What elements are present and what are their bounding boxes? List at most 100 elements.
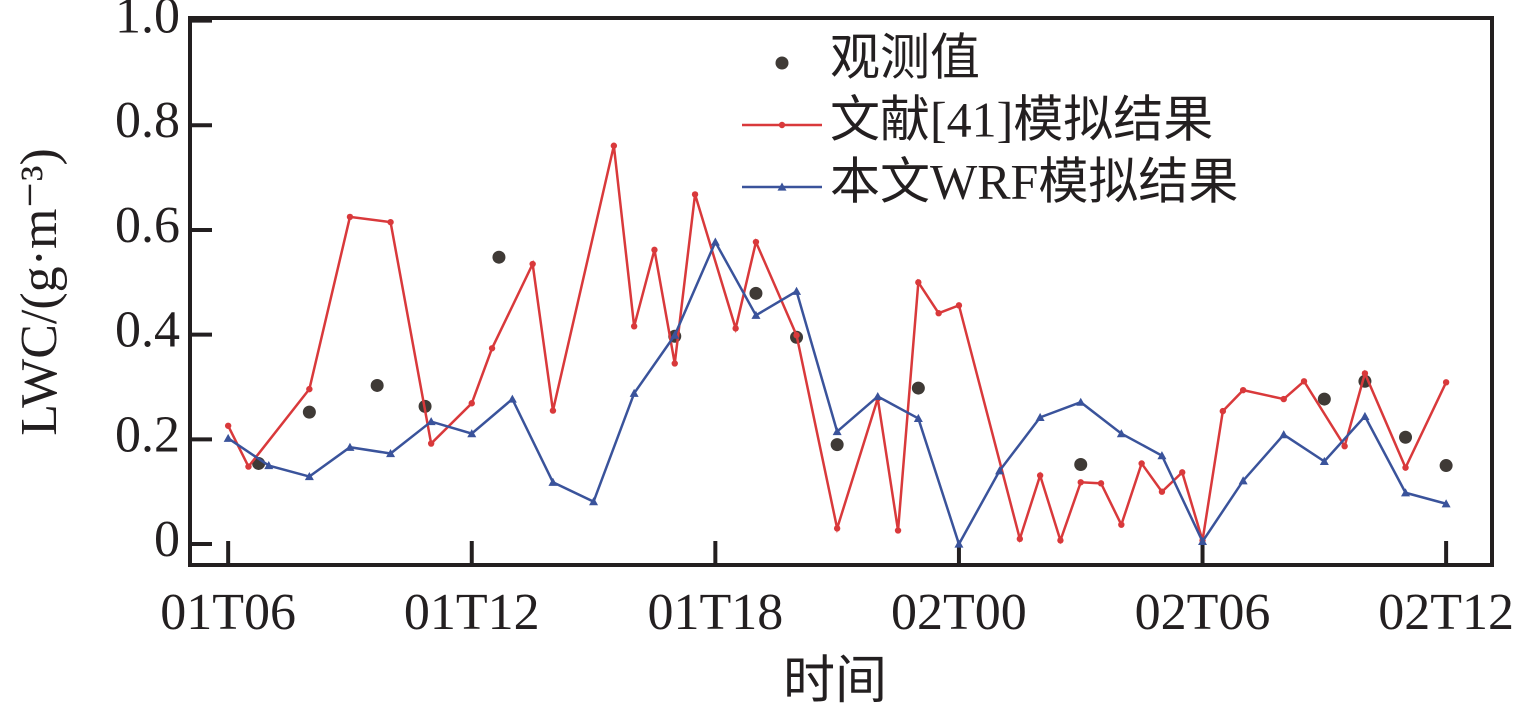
y-tick-label: 0.2 (115, 406, 180, 463)
marker (630, 323, 638, 330)
marker (1077, 479, 1084, 486)
marker (548, 477, 558, 486)
marker (1441, 499, 1451, 508)
x-tick-label: 02T12 (1378, 584, 1514, 641)
marker (732, 325, 739, 332)
marker (245, 463, 252, 470)
marker (1035, 412, 1045, 421)
marker (306, 385, 313, 393)
marker (793, 332, 800, 339)
marker (1118, 521, 1125, 528)
x-tick-label: 01T12 (404, 584, 540, 641)
y-tick-label: 0 (154, 511, 180, 568)
marker (1439, 459, 1453, 473)
marker (427, 440, 435, 447)
marker (304, 472, 314, 481)
x-tick-label: 01T18 (647, 584, 783, 641)
marker (691, 191, 699, 198)
marker (529, 260, 536, 268)
marker (1239, 386, 1247, 394)
marker (426, 417, 436, 426)
marker (749, 286, 763, 300)
marker (1442, 379, 1450, 386)
marker (1399, 430, 1413, 444)
marker (1074, 457, 1088, 471)
legend-marker (778, 121, 786, 129)
marker (467, 429, 477, 438)
marker (894, 527, 902, 534)
marker (386, 449, 396, 458)
marker (751, 310, 761, 319)
x-axis-title: 时间 (783, 653, 887, 710)
marker (346, 213, 354, 221)
y-tick-label: 0.8 (115, 92, 180, 149)
marker (915, 279, 922, 286)
marker (752, 238, 760, 246)
legend-label: 文献[41]模拟结果 (830, 91, 1213, 147)
marker (792, 286, 802, 295)
marker (1300, 378, 1308, 385)
marker (302, 405, 316, 419)
marker (833, 525, 841, 532)
legend-marker (775, 56, 789, 70)
marker (264, 461, 274, 470)
marker (671, 360, 678, 367)
marker (913, 413, 923, 423)
marker (1057, 537, 1064, 544)
marker (1361, 370, 1369, 377)
marker (954, 539, 964, 548)
marker (1158, 488, 1166, 495)
marker (370, 378, 384, 392)
marker (955, 302, 963, 309)
marker (651, 246, 658, 254)
marker (1280, 395, 1287, 403)
marker (1401, 488, 1411, 497)
marker (1219, 407, 1227, 415)
marker (873, 391, 883, 401)
marker (610, 142, 618, 149)
marker (1016, 535, 1024, 543)
legend-marker (777, 182, 787, 191)
series-line (227, 239, 1447, 548)
marker (670, 330, 680, 339)
y-tick-label: 0.6 (115, 197, 180, 254)
x-tick-label: 02T06 (1135, 584, 1271, 641)
marker (1317, 392, 1331, 406)
marker (1198, 536, 1208, 546)
marker (995, 466, 1005, 475)
marker (935, 310, 942, 317)
marker (1116, 429, 1126, 438)
marker (1402, 464, 1409, 471)
marker (1157, 451, 1167, 460)
marker (1179, 469, 1186, 476)
marker (1076, 397, 1086, 406)
marker (589, 497, 599, 506)
marker (345, 442, 355, 451)
y-axis-title: LWC/(g·m⁻³) (11, 148, 68, 436)
marker (223, 433, 233, 442)
marker (549, 407, 557, 414)
marker (387, 218, 394, 226)
marker (710, 237, 720, 246)
marker (1319, 456, 1329, 465)
marker (492, 250, 506, 264)
marker (1279, 430, 1289, 439)
y-tick-label: 1.0 (115, 0, 180, 45)
y-tick-label: 0.4 (115, 302, 180, 359)
marker (1097, 480, 1105, 487)
marker (507, 394, 517, 403)
marker (911, 381, 925, 395)
marker (488, 345, 496, 352)
marker (468, 400, 475, 407)
plot-frame (188, 16, 1494, 567)
marker (1341, 442, 1348, 450)
marker (224, 422, 232, 429)
marker (1036, 472, 1044, 479)
marker (830, 438, 844, 452)
marker (629, 388, 639, 397)
marker (1360, 411, 1370, 420)
x-tick-label: 02T00 (891, 584, 1027, 641)
marker (832, 427, 842, 436)
legend-label: 本文WRF模拟结果 (830, 153, 1238, 209)
